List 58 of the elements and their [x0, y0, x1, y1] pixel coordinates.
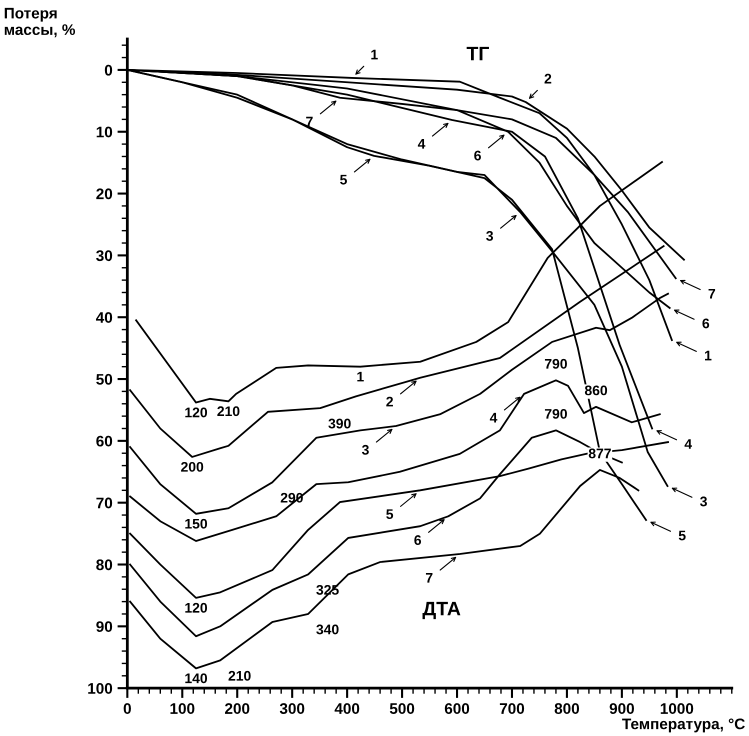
annotation: 1 — [371, 50, 378, 60]
y-tick-label: 70 — [96, 498, 112, 508]
x-tick-label: 200 — [225, 703, 250, 714]
annotation: 140 — [185, 673, 208, 684]
x-tick-label: 0 — [124, 703, 131, 714]
annotation: 3 — [486, 231, 494, 241]
y-tick-label: 100 — [88, 683, 112, 694]
y-tick-label: 30 — [96, 250, 112, 262]
y-axis-title: Потеря массы, % — [4, 8, 76, 38]
annotation: 3 — [700, 496, 707, 506]
annotation: 4 — [684, 439, 692, 449]
annotation: 390 — [328, 418, 351, 429]
x-tick-label: 800 — [554, 703, 580, 714]
annotation: 120 — [185, 408, 208, 418]
annotation: 790 — [544, 358, 567, 369]
x-tick-label: 600 — [444, 703, 470, 714]
annotation: 7 — [708, 288, 716, 299]
annotation: 6 — [414, 535, 422, 546]
annotation: 2 — [386, 396, 393, 406]
y-tick-label: 40 — [96, 312, 112, 323]
annotation: ТГ — [466, 46, 489, 60]
x-tick-label: 500 — [390, 703, 414, 714]
annotation: 210 — [217, 406, 240, 416]
annotation: 5 — [386, 509, 394, 520]
annotation: 200 — [181, 462, 204, 472]
annotation: 790 — [544, 408, 567, 419]
y-tick-label: 20 — [96, 188, 112, 200]
annotation: 6 — [474, 150, 481, 160]
annotation: 1 — [705, 350, 712, 360]
annotation: 2 — [544, 74, 552, 84]
annotation: 1 — [357, 372, 364, 382]
x-tick-label: 300 — [280, 703, 304, 714]
annotation: ДТА — [422, 602, 460, 620]
x-tick-label: 1000 — [660, 703, 694, 714]
annotation: 5 — [340, 174, 347, 185]
y-tick-label: 50 — [96, 374, 112, 385]
annotation: 7 — [306, 116, 313, 126]
annotation: 5 — [678, 530, 686, 540]
y-tick-label: 80 — [96, 559, 112, 570]
y-tick-label: 10 — [96, 126, 112, 138]
x-tick-label: 700 — [500, 703, 524, 714]
y-tick-label: 90 — [96, 621, 112, 632]
annotation: 210 — [228, 670, 251, 681]
annotation: 6 — [702, 318, 710, 328]
annotation: 120 — [185, 602, 208, 613]
annotation: 340 — [316, 624, 339, 634]
y-tick-label: 60 — [96, 436, 112, 447]
x-axis-title: Температура, °C — [622, 718, 745, 732]
annotation: 860 — [584, 385, 608, 396]
annotation: 150 — [185, 518, 208, 529]
x-tick-label: 900 — [610, 703, 634, 714]
x-tick-label: 400 — [334, 703, 360, 714]
annotation: 7 — [426, 573, 432, 583]
annotation: 3 — [362, 444, 369, 455]
annotation: 4 — [418, 139, 426, 149]
y-tick-label: 0 — [104, 64, 112, 76]
annotation: 4 — [490, 412, 498, 422]
x-tick-label: 100 — [170, 703, 194, 714]
